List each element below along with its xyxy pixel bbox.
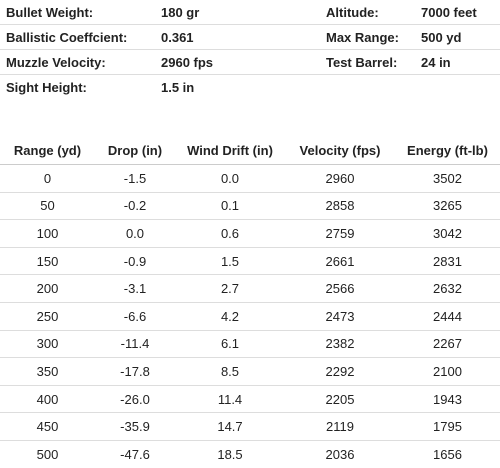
data-cell: -1.5 (95, 164, 175, 193)
data-cell: 14.7 (175, 412, 285, 441)
empty-cell (320, 75, 415, 100)
data-cell: -26.0 (95, 385, 175, 414)
data-row: 500 -47.6 18.5 2036 1656 (0, 440, 500, 467)
info-row: Bullet Weight: 180 gr Altitude: 7000 feet (0, 0, 500, 25)
data-cell: 3042 (395, 219, 500, 248)
data-cell: 18.5 (217, 446, 243, 462)
data-cell: 8.5 (175, 357, 285, 386)
data-cell: 6.1 (175, 330, 285, 359)
data-cell: 2100 (395, 357, 500, 386)
column-header: Drop (in) (95, 137, 175, 165)
data-cell: 2661 (285, 247, 395, 276)
data-row: 450 -35.9 14.7 2119 1795 (0, 412, 500, 441)
data-cell: 200 (0, 274, 95, 303)
data-cell: 4.2 (175, 302, 285, 331)
data-cell: 1795 (395, 412, 500, 441)
data-cell: 3502 (395, 164, 500, 193)
header-row: Range (yd) Drop (in) Wind Drift (in) Veloci… (0, 137, 500, 165)
data-cell: 450 (0, 412, 95, 441)
data-cell: 0 (0, 164, 95, 193)
data-cell: 0.0 (175, 164, 285, 193)
data-cell: 0.6 (175, 219, 285, 248)
data-cell: 2632 (395, 274, 500, 303)
info-value: 0.361 (155, 24, 320, 50)
info-label: Altitude: (320, 0, 415, 25)
data-cell: 1.5 (175, 247, 285, 276)
data-cell: -47.6 (120, 446, 150, 462)
empty-cell (415, 75, 500, 100)
data-cell: -17.8 (95, 357, 175, 386)
data-cell: 2960 (285, 164, 395, 193)
info-value: 1.5 in (161, 79, 195, 95)
data-cell: 2119 (285, 412, 395, 441)
data-cell: 0.1 (175, 192, 285, 221)
data-cell: 50 (0, 192, 95, 221)
data-row: 0 -1.5 0.0 2960 3502 (0, 164, 500, 193)
data-cell: 500 (36, 446, 59, 462)
data-cell: 0.0 (95, 219, 175, 248)
data-cell: 2267 (395, 330, 500, 359)
info-value: 2960 fps (155, 49, 320, 75)
data-cell: 1943 (395, 385, 500, 414)
data-cell: 350 (0, 357, 95, 386)
data-cell: -0.9 (95, 247, 175, 276)
data-cell: -3.1 (95, 274, 175, 303)
data-cell: 1656 (433, 446, 462, 462)
data-row: 250 -6.6 4.2 2473 2444 (0, 302, 500, 331)
info-label: Ballistic Coeffcient: (0, 24, 155, 50)
info-value: 7000 feet (415, 0, 500, 25)
info-label: Bullet Weight: (0, 0, 155, 25)
info-label: Max Range: (320, 24, 415, 50)
data-cell: 2.7 (175, 274, 285, 303)
data-row: 50 -0.2 0.1 2858 3265 (0, 192, 500, 221)
data-cell: -35.9 (95, 412, 175, 441)
data-cell: 100 (0, 219, 95, 248)
data-row: 100 0.0 0.6 2759 3042 (0, 219, 500, 248)
data-cell: 150 (0, 247, 95, 276)
data-cell: 2831 (395, 247, 500, 276)
column-header: Wind Drift (in) (175, 137, 285, 165)
column-header: Energy (ft-lb) (395, 137, 500, 165)
column-header: Range (yd) (0, 137, 95, 165)
data-cell: 2444 (395, 302, 500, 331)
data-row: 200 -3.1 2.7 2566 2632 (0, 274, 500, 303)
info-value: 500 yd (415, 24, 500, 50)
info-value: 24 in (415, 49, 500, 75)
data-cell: 2759 (285, 219, 395, 248)
data-row: 150 -0.9 1.5 2661 2831 (0, 247, 500, 276)
data-row: 300 -11.4 6.1 2382 2267 (0, 330, 500, 359)
info-table: Bullet Weight: 180 gr Altitude: 7000 feet Ba… (0, 0, 500, 99)
data-cell: 400 (0, 385, 95, 414)
data-cell: 11.4 (175, 385, 285, 414)
info-label: Sight Height: (6, 79, 87, 95)
data-cell: -6.6 (95, 302, 175, 331)
data-cell: 2473 (285, 302, 395, 331)
data-cell: 2566 (285, 274, 395, 303)
info-label: Test Barrel: (320, 49, 415, 75)
info-row: Muzzle Velocity: 2960 fps Test Barrel: 24 i… (0, 49, 500, 75)
data-cell: 2205 (285, 385, 395, 414)
column-header: Velocity (fps) (285, 137, 395, 165)
data-row: 400 -26.0 11.4 2205 1943 (0, 385, 500, 414)
info-row: Sight Height: 1.5 in (0, 75, 500, 100)
data-cell: 2858 (285, 192, 395, 221)
data-cell: -0.2 (95, 192, 175, 221)
data-cell: 2036 (325, 446, 355, 462)
data-row: 350 -17.8 8.5 2292 2100 (0, 357, 500, 386)
data-cell: 2292 (285, 357, 395, 386)
data-cell: 2382 (285, 330, 395, 359)
data-cell: -11.4 (95, 330, 175, 359)
info-row: Ballistic Coeffcient: 0.361 Max Range: 500 … (0, 24, 500, 50)
info-value: 180 gr (155, 0, 320, 25)
data-cell: 300 (0, 330, 95, 359)
trajectory-table: Range (yd) Drop (in) Wind Drift (in) Veloci… (0, 137, 500, 468)
info-label: Muzzle Velocity: (0, 49, 155, 75)
data-cell: 250 (0, 302, 95, 331)
data-cell: 3265 (395, 192, 500, 221)
